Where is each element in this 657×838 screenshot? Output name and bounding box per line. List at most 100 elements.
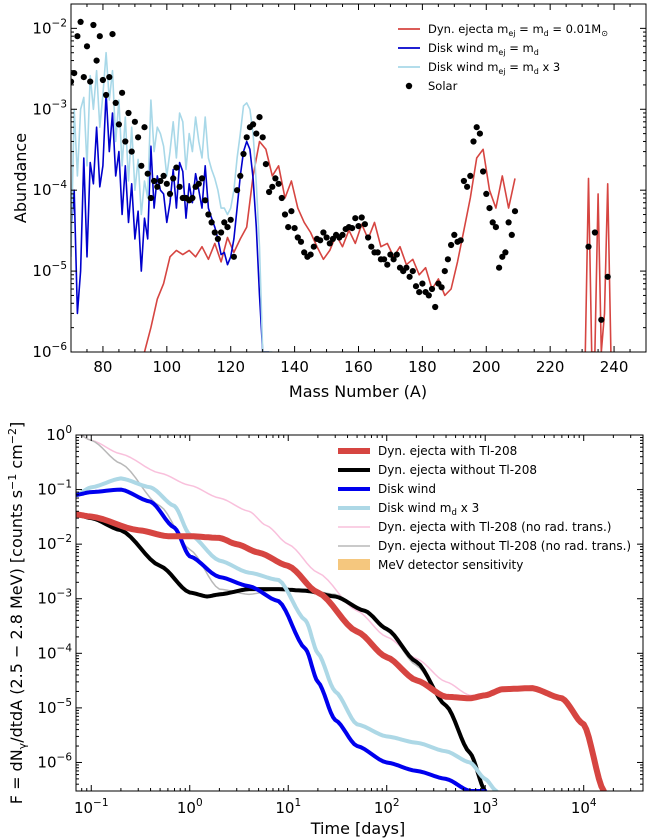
solar-abundance-point bbox=[138, 162, 145, 169]
solar-abundance-point bbox=[122, 138, 129, 145]
solar-abundance-point bbox=[496, 264, 503, 271]
flux-y-axis-label: F = dNγ/dtdA (2.5 − 2.8 MeV) [counts s−1… bbox=[6, 422, 29, 804]
solar-abundance-point bbox=[361, 221, 368, 228]
flux-x-tick-label: 103 bbox=[472, 797, 498, 817]
flux-series-line-2 bbox=[76, 512, 488, 791]
legend-label-dyn-with-tl: Dyn. ejecta with Tl-208 bbox=[378, 444, 517, 458]
solar-abundance-point bbox=[160, 172, 167, 179]
solar-abundance-point bbox=[492, 224, 499, 231]
abundance-series-line-1 bbox=[71, 92, 270, 352]
solar-abundance-point bbox=[339, 231, 346, 238]
solar-abundance-point bbox=[144, 170, 151, 177]
abundance-chart: 80 100 120 140 160 180 200 220 240 10−6 10−5 10−4 10… bbox=[11, 3, 647, 401]
solar-abundance-point bbox=[131, 118, 138, 125]
solar-abundance-point bbox=[272, 175, 279, 182]
abundance-series-line-3 bbox=[584, 177, 612, 352]
legend-label-dyn-with-tl-norad: Dyn. ejecta with Tl-208 (no rad. trans.) bbox=[378, 520, 611, 534]
solar-abundance-point bbox=[368, 243, 375, 250]
solar-abundance-point bbox=[511, 208, 519, 215]
solar-abundance-point bbox=[457, 237, 464, 244]
flux-y-tick-label: 10−4 bbox=[37, 642, 72, 662]
flux-x-tick-label: 100 bbox=[177, 797, 203, 817]
solar-abundance-point bbox=[598, 316, 605, 323]
abundance-x-tick-label: 120 bbox=[216, 358, 245, 376]
abundance-y-tick-label: 10−5 bbox=[32, 260, 67, 280]
solar-abundance-point bbox=[71, 70, 78, 77]
flux-chart: 10−1 100 101 102 103 104 10−6 10−5 10−4 10−3 10−2 1… bbox=[6, 422, 644, 838]
solar-abundance-point bbox=[77, 18, 84, 25]
solar-abundance-point bbox=[80, 74, 87, 81]
flux-x-tick-label: 102 bbox=[374, 797, 400, 817]
solar-abundance-point bbox=[71, 78, 75, 85]
solar-abundance-point bbox=[115, 121, 122, 128]
solar-abundance-point bbox=[486, 205, 493, 212]
solar-abundance-point bbox=[320, 229, 327, 236]
solar-abundance-point bbox=[250, 121, 257, 128]
legend-label-dyn-without-tl-norad: Dyn. ejecta without Tl-208 (no rad. tran… bbox=[378, 539, 631, 553]
solar-abundance-point bbox=[294, 234, 301, 241]
solar-abundance-point bbox=[489, 219, 496, 226]
flux-y-tick-label: 10−6 bbox=[37, 751, 72, 771]
flux-plot-frame bbox=[75, 434, 644, 792]
solar-abundance-point bbox=[230, 253, 237, 260]
solar-abundance-point bbox=[406, 273, 413, 280]
abundance-x-tick-label: 80 bbox=[93, 358, 112, 376]
solar-abundance-point bbox=[374, 249, 381, 256]
solar-abundance-point bbox=[154, 183, 161, 190]
solar-abundance-point bbox=[451, 231, 458, 238]
flux-legend: Dyn. ejecta with Tl-208 Dyn. ejecta with… bbox=[338, 444, 631, 572]
flux-y-tick-label: 10−1 bbox=[37, 479, 72, 499]
solar-abundance-point bbox=[291, 225, 298, 232]
solar-abundance-point bbox=[93, 57, 100, 64]
flux-series-line-3 bbox=[76, 476, 499, 791]
solar-abundance-point bbox=[285, 224, 292, 231]
solar-abundance-point bbox=[393, 251, 400, 258]
solar-abundance-point bbox=[301, 249, 308, 256]
legend-marker-solar bbox=[405, 82, 413, 90]
solar-abundance-point bbox=[218, 229, 225, 236]
abundance-x-tick-label: 100 bbox=[153, 358, 182, 376]
solar-abundance-point bbox=[112, 99, 119, 106]
solar-abundance-point bbox=[269, 183, 276, 190]
solar-abundance-point bbox=[234, 187, 241, 194]
solar-abundance-point bbox=[170, 175, 177, 182]
solar-abundance-point bbox=[317, 237, 324, 244]
solar-abundance-point bbox=[428, 285, 436, 293]
solar-abundance-point bbox=[438, 284, 445, 291]
solar-abundance-point bbox=[288, 208, 295, 215]
solar-abundance-point bbox=[87, 78, 94, 85]
solar-abundance-point bbox=[141, 124, 148, 131]
legend-label-mev-sensitivity: MeV detector sensitivity bbox=[378, 558, 523, 572]
solar-abundance-point bbox=[256, 114, 263, 121]
solar-abundance-point bbox=[499, 253, 506, 260]
abundance-x-tick-label: 180 bbox=[408, 358, 437, 376]
abundance-plot-frame bbox=[70, 3, 647, 353]
solar-abundance-point bbox=[358, 214, 365, 221]
solar-abundance-point bbox=[211, 229, 218, 236]
solar-abundance-point bbox=[83, 43, 91, 50]
abundance-x-tick-label: 200 bbox=[472, 358, 501, 376]
solar-abundance-point bbox=[275, 180, 282, 187]
solar-abundance-point bbox=[412, 283, 420, 290]
abundance-legend: Dyn. ejecta mej = md = 0.01M⊙ Disk wind … bbox=[398, 22, 608, 93]
solar-abundance-point bbox=[259, 134, 266, 141]
abundance-x-tick-label: 140 bbox=[280, 358, 309, 376]
solar-abundance-point bbox=[591, 229, 599, 236]
legend-label-disk-wind-x3: Disk wind md x 3 bbox=[378, 501, 479, 518]
solar-abundance-point bbox=[409, 268, 416, 275]
solar-abundance-point bbox=[157, 177, 164, 185]
solar-abundance-point bbox=[128, 148, 135, 155]
solar-abundance-point bbox=[470, 138, 477, 145]
abundance-y-tick-label: 10−4 bbox=[32, 179, 67, 199]
legend-label-dyn-ejecta: Dyn. ejecta mej = md = 0.01M⊙ bbox=[428, 22, 608, 38]
solar-abundance-point bbox=[163, 180, 170, 187]
abundance-y-tick-label: 10−2 bbox=[32, 17, 67, 37]
solar-abundance-point bbox=[173, 164, 180, 171]
flux-y-tick-label: 100 bbox=[46, 424, 72, 444]
solar-abundance-point bbox=[221, 219, 228, 226]
solar-abundance-point bbox=[384, 261, 391, 268]
abundance-x-tick-label: 240 bbox=[600, 358, 629, 376]
solar-abundance-point bbox=[278, 194, 285, 202]
solar-abundance-point bbox=[281, 211, 289, 218]
